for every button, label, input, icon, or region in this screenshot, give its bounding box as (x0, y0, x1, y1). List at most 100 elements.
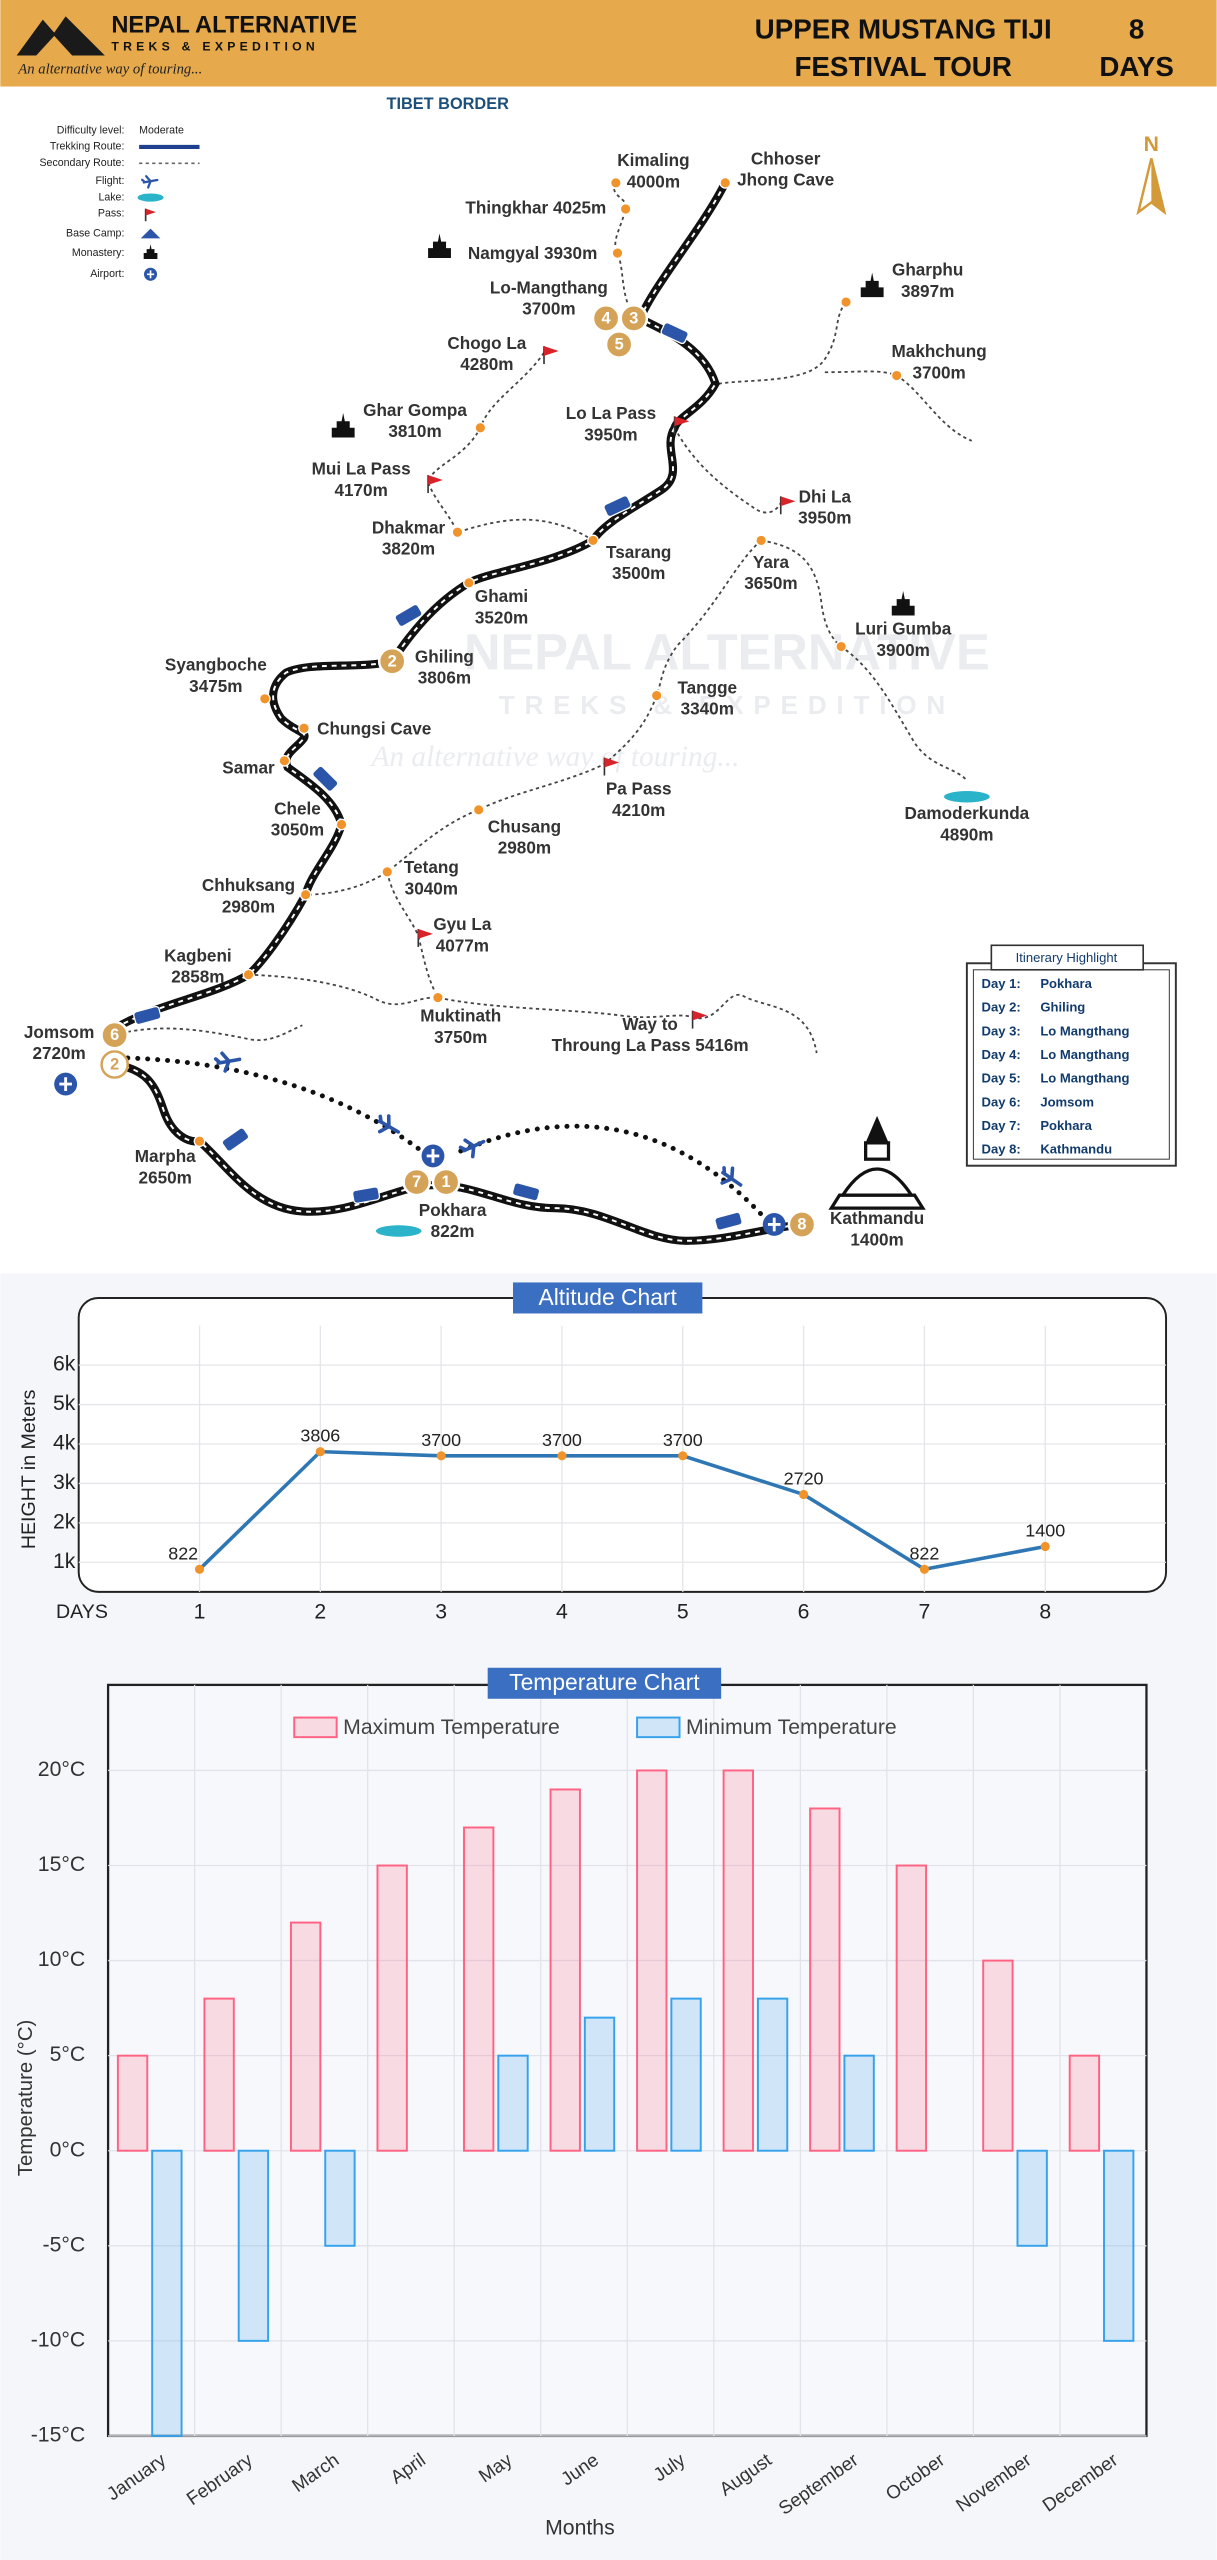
location-dot (840, 296, 852, 308)
place-label: Dhakmar (372, 518, 446, 538)
place-label: Kathmandu (830, 1208, 924, 1228)
altitude-point (799, 1489, 809, 1500)
itinerary-day: Day 3: (982, 1023, 1021, 1038)
place-label: Jhong Cave (737, 170, 834, 190)
bar (636, 1769, 668, 2152)
flag (418, 928, 433, 939)
itinerary-place: Kathmandu (1040, 1142, 1112, 1157)
location-dot (381, 865, 394, 878)
place-label: Luri Gumba (855, 619, 952, 639)
legend-lake (137, 193, 164, 202)
place-label: 3520m (475, 607, 528, 627)
x-axis-label: Months (545, 2517, 615, 2540)
itinerary-day: Day 5: (982, 1071, 1021, 1086)
place-label: Chele (274, 798, 321, 818)
place-label: 2858m (171, 966, 224, 986)
legend-label: Difficulty level: (57, 124, 125, 136)
flight-path (125, 1055, 771, 1224)
day-marker (619, 304, 649, 333)
itinerary-day: Day 7: (982, 1118, 1021, 1133)
legend-label: Flight: (96, 175, 125, 187)
bar (151, 2149, 183, 2437)
altitude-point (1040, 1541, 1050, 1552)
itinerary-place: Lo Mangthang (1040, 1023, 1129, 1038)
place-label: 4210m (612, 800, 665, 820)
place-label: 3700m (522, 299, 575, 319)
y-tick-label: 5k (53, 1392, 76, 1415)
vehicle-icon (312, 765, 339, 792)
day-marker-label: 5 (615, 336, 624, 354)
title-line: FESTIVAL TOUR (794, 51, 1011, 82)
stupa-dome (839, 1167, 915, 1197)
location-dot (611, 247, 624, 259)
logo-detail (36, 35, 73, 56)
place-label: 3897m (901, 281, 954, 301)
vehicle-icon (351, 1186, 381, 1204)
day-marker-label: 8 (797, 1216, 806, 1234)
location-dot (619, 203, 632, 215)
tagline: An alternative way of touring... (17, 62, 202, 78)
day-marker (431, 1167, 461, 1197)
location-dot (463, 576, 475, 589)
place-label: Chungsi Cave (317, 718, 431, 738)
place-label: 2650m (139, 1167, 192, 1187)
place-label: Mui La Pass (312, 459, 411, 479)
place-label: 2980m (222, 896, 275, 916)
vehicle-icon (221, 1127, 250, 1152)
y-tick-label: 0°C (50, 2138, 86, 2161)
itinerary-place: Pokhara (1040, 1118, 1092, 1133)
y-tick-label: 4k (53, 1432, 76, 1455)
monastery-icon (891, 591, 915, 616)
stupa-base (828, 1193, 926, 1210)
bar (237, 2149, 270, 2342)
y-tick-label: 2k (53, 1510, 76, 1533)
plane-icon (720, 1166, 743, 1187)
x-tick-label: 3 (435, 1601, 447, 1624)
x-tick-label: 4 (556, 1601, 568, 1624)
itinerary-day: Day 6: (982, 1094, 1021, 1109)
day-marker (100, 1020, 129, 1050)
brand: NEPAL ALTERNATIVE (111, 12, 357, 38)
legend-base-camp (140, 228, 161, 239)
chart-title-box (512, 1282, 703, 1314)
day-marker-label: 6 (110, 1026, 119, 1044)
plane-icon (377, 1114, 401, 1134)
itinerary-day: Day 8: (982, 1142, 1021, 1157)
flag (674, 416, 690, 427)
location-dot (474, 421, 487, 434)
place-label: Gyu La (433, 914, 492, 934)
x-tick-label: 5 (677, 1601, 689, 1624)
itinerary-day: Day 2: (982, 1000, 1021, 1015)
flag (544, 346, 559, 356)
vehicle-icon (603, 495, 632, 518)
place-label: Pokhara (419, 1200, 487, 1220)
place-label: 3700m (912, 362, 965, 382)
place-label: Throung La Pass 5416m (552, 1035, 749, 1055)
chart-title: Altitude Chart (538, 1284, 677, 1310)
bar (843, 2054, 875, 2152)
place-label: Chusang (488, 816, 561, 836)
legend-label: Minimum Temperature (686, 1716, 897, 1739)
watermark: TREKS & EXPEDITION (499, 690, 955, 720)
itinerary-place: Ghiling (1040, 1000, 1085, 1015)
flag (780, 496, 796, 507)
stupa-harmika (864, 1141, 891, 1161)
vehicle-icon (133, 1005, 162, 1026)
bar (463, 1826, 495, 2152)
y-tick-label: -5°C (43, 2233, 86, 2256)
place-label: Syangboche (165, 655, 267, 675)
place-label: 3650m (744, 573, 797, 593)
data-label: 3700 (421, 1430, 461, 1450)
location-dot (609, 176, 622, 189)
data-label: 3700 (542, 1430, 582, 1450)
place-label: 4170m (334, 480, 387, 500)
altitude-point (678, 1451, 688, 1461)
day-marker-label: 2 (388, 652, 397, 670)
day-marker (377, 646, 407, 676)
location-dot (719, 176, 732, 189)
watermark: NEPAL ALTERNATIVE (464, 624, 990, 681)
x-axis-label: DAYS (56, 1601, 108, 1623)
legend-label: Base Camp: (66, 227, 124, 239)
altitude-point (436, 1451, 446, 1461)
